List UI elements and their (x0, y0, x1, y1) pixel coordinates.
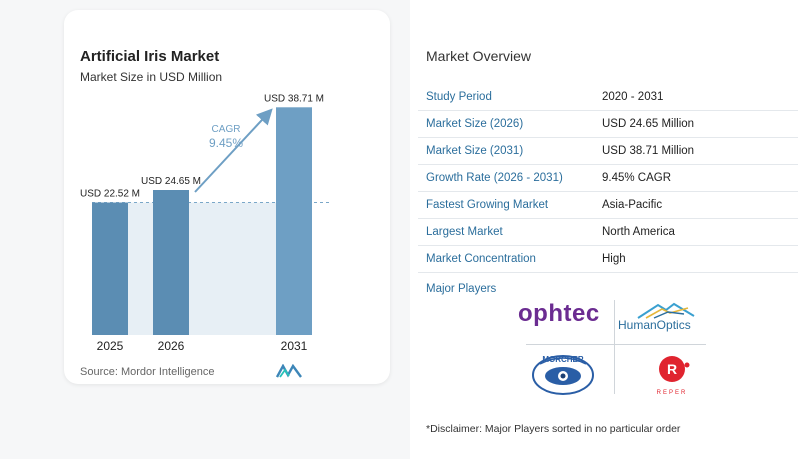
bar-2025 (92, 202, 128, 335)
table-row: Fastest Growing Market Asia-Pacific (418, 192, 798, 219)
bar-2031 (276, 107, 312, 336)
svg-text:MORCHER: MORCHER (542, 355, 584, 364)
logo-divider (526, 344, 706, 345)
row-key: Market Size (2026) (426, 118, 524, 130)
cagr-arrow (194, 108, 273, 193)
market-overview-panel: Market Overview Study Period 2020 - 2031… (410, 0, 800, 459)
table-row: Largest Market North America (418, 219, 798, 246)
overview-title: Market Overview (426, 48, 532, 64)
row-value: USD 38.71 Million (602, 145, 695, 157)
row-key: Study Period (426, 91, 492, 103)
table-row: Market Size (2026) USD 24.65 Million (418, 111, 798, 138)
bar-2026 (153, 190, 189, 335)
svg-text:REPER: REPER (657, 390, 688, 396)
disclaimer: *Disclaimer: Major Players sorted in no … (426, 423, 681, 435)
data-label-2031: USD 38.71 M (264, 93, 324, 104)
bar-chart: USD 22.52 M 2025 USD 24.65 M 2026 USD 38.71 … (80, 93, 330, 353)
x-tick-2031: 2031 (281, 339, 308, 353)
row-key: Fastest Growing Market (426, 199, 549, 211)
table-row: Study Period 2020 - 2031 (418, 84, 798, 111)
humanoptics-logo-text: HumanOptics (618, 318, 691, 332)
logo-divider (614, 300, 615, 394)
player-logos: ophtec HumanOptics MORCHER (510, 296, 720, 400)
table-row: Growth Rate (2026 - 2031) 9.45% CAGR (418, 165, 798, 192)
chart-card: Artificial Iris Market Market Size in US… (64, 10, 390, 384)
major-players-title: Major Players (426, 283, 497, 295)
row-value: USD 24.65 Million (602, 118, 695, 130)
morcher-logo: MORCHER (532, 355, 594, 395)
row-value: 2020 - 2031 (602, 91, 664, 103)
chart-title: Artificial Iris Market (80, 48, 220, 65)
table-row: Market Concentration High (418, 246, 798, 273)
row-value: North America (602, 226, 675, 238)
row-value: High (602, 253, 626, 265)
row-value: Asia-Pacific (602, 199, 663, 211)
row-key: Largest Market (426, 226, 503, 238)
row-key: Market Concentration (426, 253, 536, 265)
baseline-band (92, 202, 312, 335)
reper-logo: R REPER (657, 356, 690, 396)
cagr-label: CAGR (212, 124, 241, 135)
row-key: Growth Rate (2026 - 2031) (426, 172, 563, 184)
source-note: Source: Mordor Intelligence (80, 366, 215, 378)
table-row: Market Size (2031) USD 38.71 Million (418, 138, 798, 165)
humanoptics-logo: HumanOptics (618, 302, 714, 334)
row-value: 9.45% CAGR (602, 172, 672, 184)
humanoptics-mark-icon (637, 302, 695, 319)
data-label-2026: USD 24.65 M (141, 176, 201, 187)
svg-text:R: R (667, 361, 677, 377)
x-tick-2026: 2026 (158, 339, 185, 353)
data-label-2025: USD 22.52 M (80, 189, 140, 200)
x-tick-2025: 2025 (97, 339, 124, 353)
cagr-value: 9.45% (209, 136, 243, 150)
overview-table: Study Period 2020 - 2031 Market Size (20… (418, 84, 798, 273)
mordor-logo-icon (276, 364, 302, 378)
row-key: Market Size (2031) (426, 145, 524, 157)
chart-subtitle: Market Size in USD Million (80, 70, 223, 84)
ophtec-logo: ophtec (518, 300, 600, 327)
